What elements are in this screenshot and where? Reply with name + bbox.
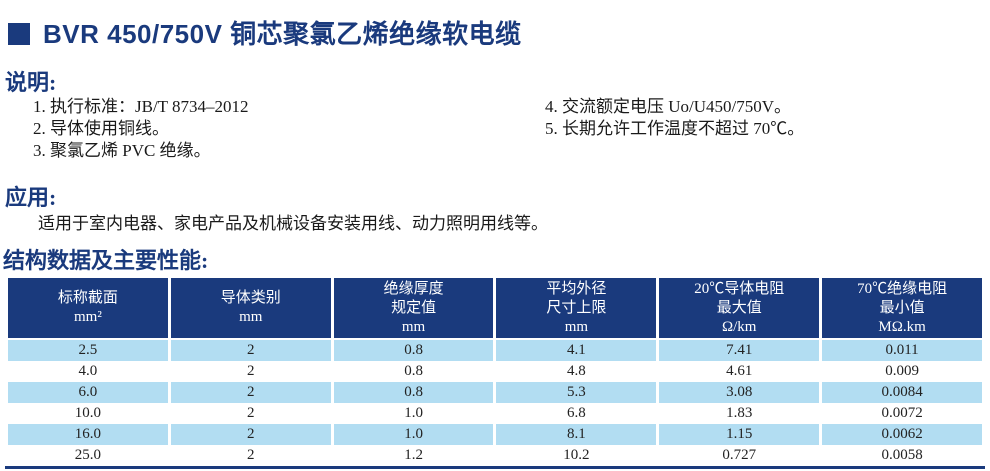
table-cell: 2 xyxy=(170,361,331,382)
table-head: 标称截面 mm² 导体类别 mm 绝缘厚度 规定值 mm 平均外径 尺寸上限 mm 20℃导体电阻最… xyxy=(8,278,982,340)
page-title-row: BVR 450/750V 铜芯聚氯乙烯绝缘软电缆 xyxy=(0,0,990,47)
table-cell: 4.1 xyxy=(496,340,657,361)
table-cell: 8.1 xyxy=(496,424,657,445)
table-section-heading: 结构数据及主要性能: xyxy=(3,248,209,273)
table-cell: 3.08 xyxy=(659,382,820,403)
table-cell: 4.8 xyxy=(496,361,657,382)
table-cell: 16.0 xyxy=(8,424,168,445)
column-header: 标称截面 mm² xyxy=(8,278,168,340)
table-cell: 1.15 xyxy=(659,424,820,445)
description-list-left: 1. 执行标准：JB/T 8734–2012 2. 导体使用铜线。 3. 聚氯乙… xyxy=(33,96,249,162)
table-row: 16.0 2 1.0 8.1 1.15 0.0062 xyxy=(8,424,982,445)
list-item: 4. 交流额定电压 Uo/U450/750V。 xyxy=(545,97,792,116)
table-cell: 2 xyxy=(170,340,331,361)
column-header: 导体类别 mm xyxy=(170,278,331,340)
table-cell: 0.727 xyxy=(659,445,820,466)
table-cell: 2 xyxy=(170,382,331,403)
table-body: 2.5 2 0.8 4.1 7.41 0.011 4.0 2 0.8 4.8 4.61 0.009 6.… xyxy=(8,340,982,466)
table-cell: 0.0084 xyxy=(822,382,982,403)
table-cell: 1.0 xyxy=(333,424,494,445)
list-item: 5. 长期允许工作温度不超过 70℃。 xyxy=(545,119,805,138)
table-cell: 0.0062 xyxy=(822,424,982,445)
table-row: 25.0 2 1.2 10.2 0.727 0.0058 xyxy=(8,445,982,466)
column-header: 绝缘厚度 规定值 mm xyxy=(333,278,494,340)
table-row: 2.5 2 0.8 4.1 7.41 0.011 xyxy=(8,340,982,361)
list-item: 2. 导体使用铜线。 xyxy=(33,119,169,138)
table-row: 6.0 2 0.8 5.3 3.08 0.0084 xyxy=(8,382,982,403)
table-cell: 6.8 xyxy=(496,403,657,424)
column-header: 平均外径 尺寸上限 mm xyxy=(496,278,657,340)
table-cell: 0.8 xyxy=(333,361,494,382)
column-header: 70℃绝缘电阻 最小值 MΩ.km xyxy=(822,278,982,340)
description-heading: 说明: xyxy=(5,70,57,95)
table-cell: 4.61 xyxy=(659,361,820,382)
description-list-right: 4. 交流额定电压 Uo/U450/750V。 5. 长期允许工作温度不超过 7… xyxy=(545,96,804,140)
table-cell: 1.83 xyxy=(659,403,820,424)
table-cell: 2 xyxy=(170,403,331,424)
structure-data-table: 标称截面 mm² 导体类别 mm 绝缘厚度 规定值 mm 平均外径 尺寸上限 mm 20℃导体电阻最… xyxy=(5,278,985,466)
table-cell: 0.009 xyxy=(822,361,982,382)
table-cell: 7.41 xyxy=(659,340,820,361)
table-cell: 2.5 xyxy=(8,340,168,361)
table-cell: 0.8 xyxy=(333,382,494,403)
table-cell: 0.0072 xyxy=(822,403,982,424)
column-header: 20℃导体电阻 最大值 Ω/km xyxy=(659,278,820,340)
square-bullet-icon xyxy=(8,23,30,45)
description-list: 1. 执行标准：JB/T 8734–2012 2. 导体使用铜线。 3. 聚氯乙… xyxy=(33,96,990,162)
table-cell: 0.011 xyxy=(822,340,982,361)
application-text: 适用于室内电器、家电产品及机械设备安装用线、动力照明用线等。 xyxy=(38,214,548,233)
list-item: 3. 聚氯乙烯 PVC 绝缘。 xyxy=(33,141,211,160)
application-heading: 应用: xyxy=(5,185,57,210)
table-row: 10.0 2 1.0 6.8 1.83 0.0072 xyxy=(8,403,982,424)
table-header-row: 标称截面 mm² 导体类别 mm 绝缘厚度 规定值 mm 平均外径 尺寸上限 mm 20℃导体电阻最… xyxy=(8,278,982,340)
table-cell: 5.3 xyxy=(496,382,657,403)
table-cell: 4.0 xyxy=(8,361,168,382)
page-title: BVR 450/750V 铜芯聚氯乙烯绝缘软电缆 xyxy=(43,19,522,49)
table-cell: 2 xyxy=(170,424,331,445)
table-row: 4.0 2 0.8 4.8 4.61 0.009 xyxy=(8,361,982,382)
table-cell: 1.0 xyxy=(333,403,494,424)
table-cell: 0.8 xyxy=(333,340,494,361)
table-cell: 10.2 xyxy=(496,445,657,466)
table-cell: 10.0 xyxy=(8,403,168,424)
table-cell: 1.2 xyxy=(333,445,494,466)
table-cell: 2 xyxy=(170,445,331,466)
table-cell: 0.0058 xyxy=(822,445,982,466)
table-cell: 6.0 xyxy=(8,382,168,403)
table-cell: 25.0 xyxy=(8,445,168,466)
data-table-wrapper: 标称截面 mm² 导体类别 mm 绝缘厚度 规定值 mm 平均外径 尺寸上限 mm 20℃导体电阻最… xyxy=(5,278,985,469)
list-item: 1. 执行标准：JB/T 8734–2012 xyxy=(33,97,249,116)
